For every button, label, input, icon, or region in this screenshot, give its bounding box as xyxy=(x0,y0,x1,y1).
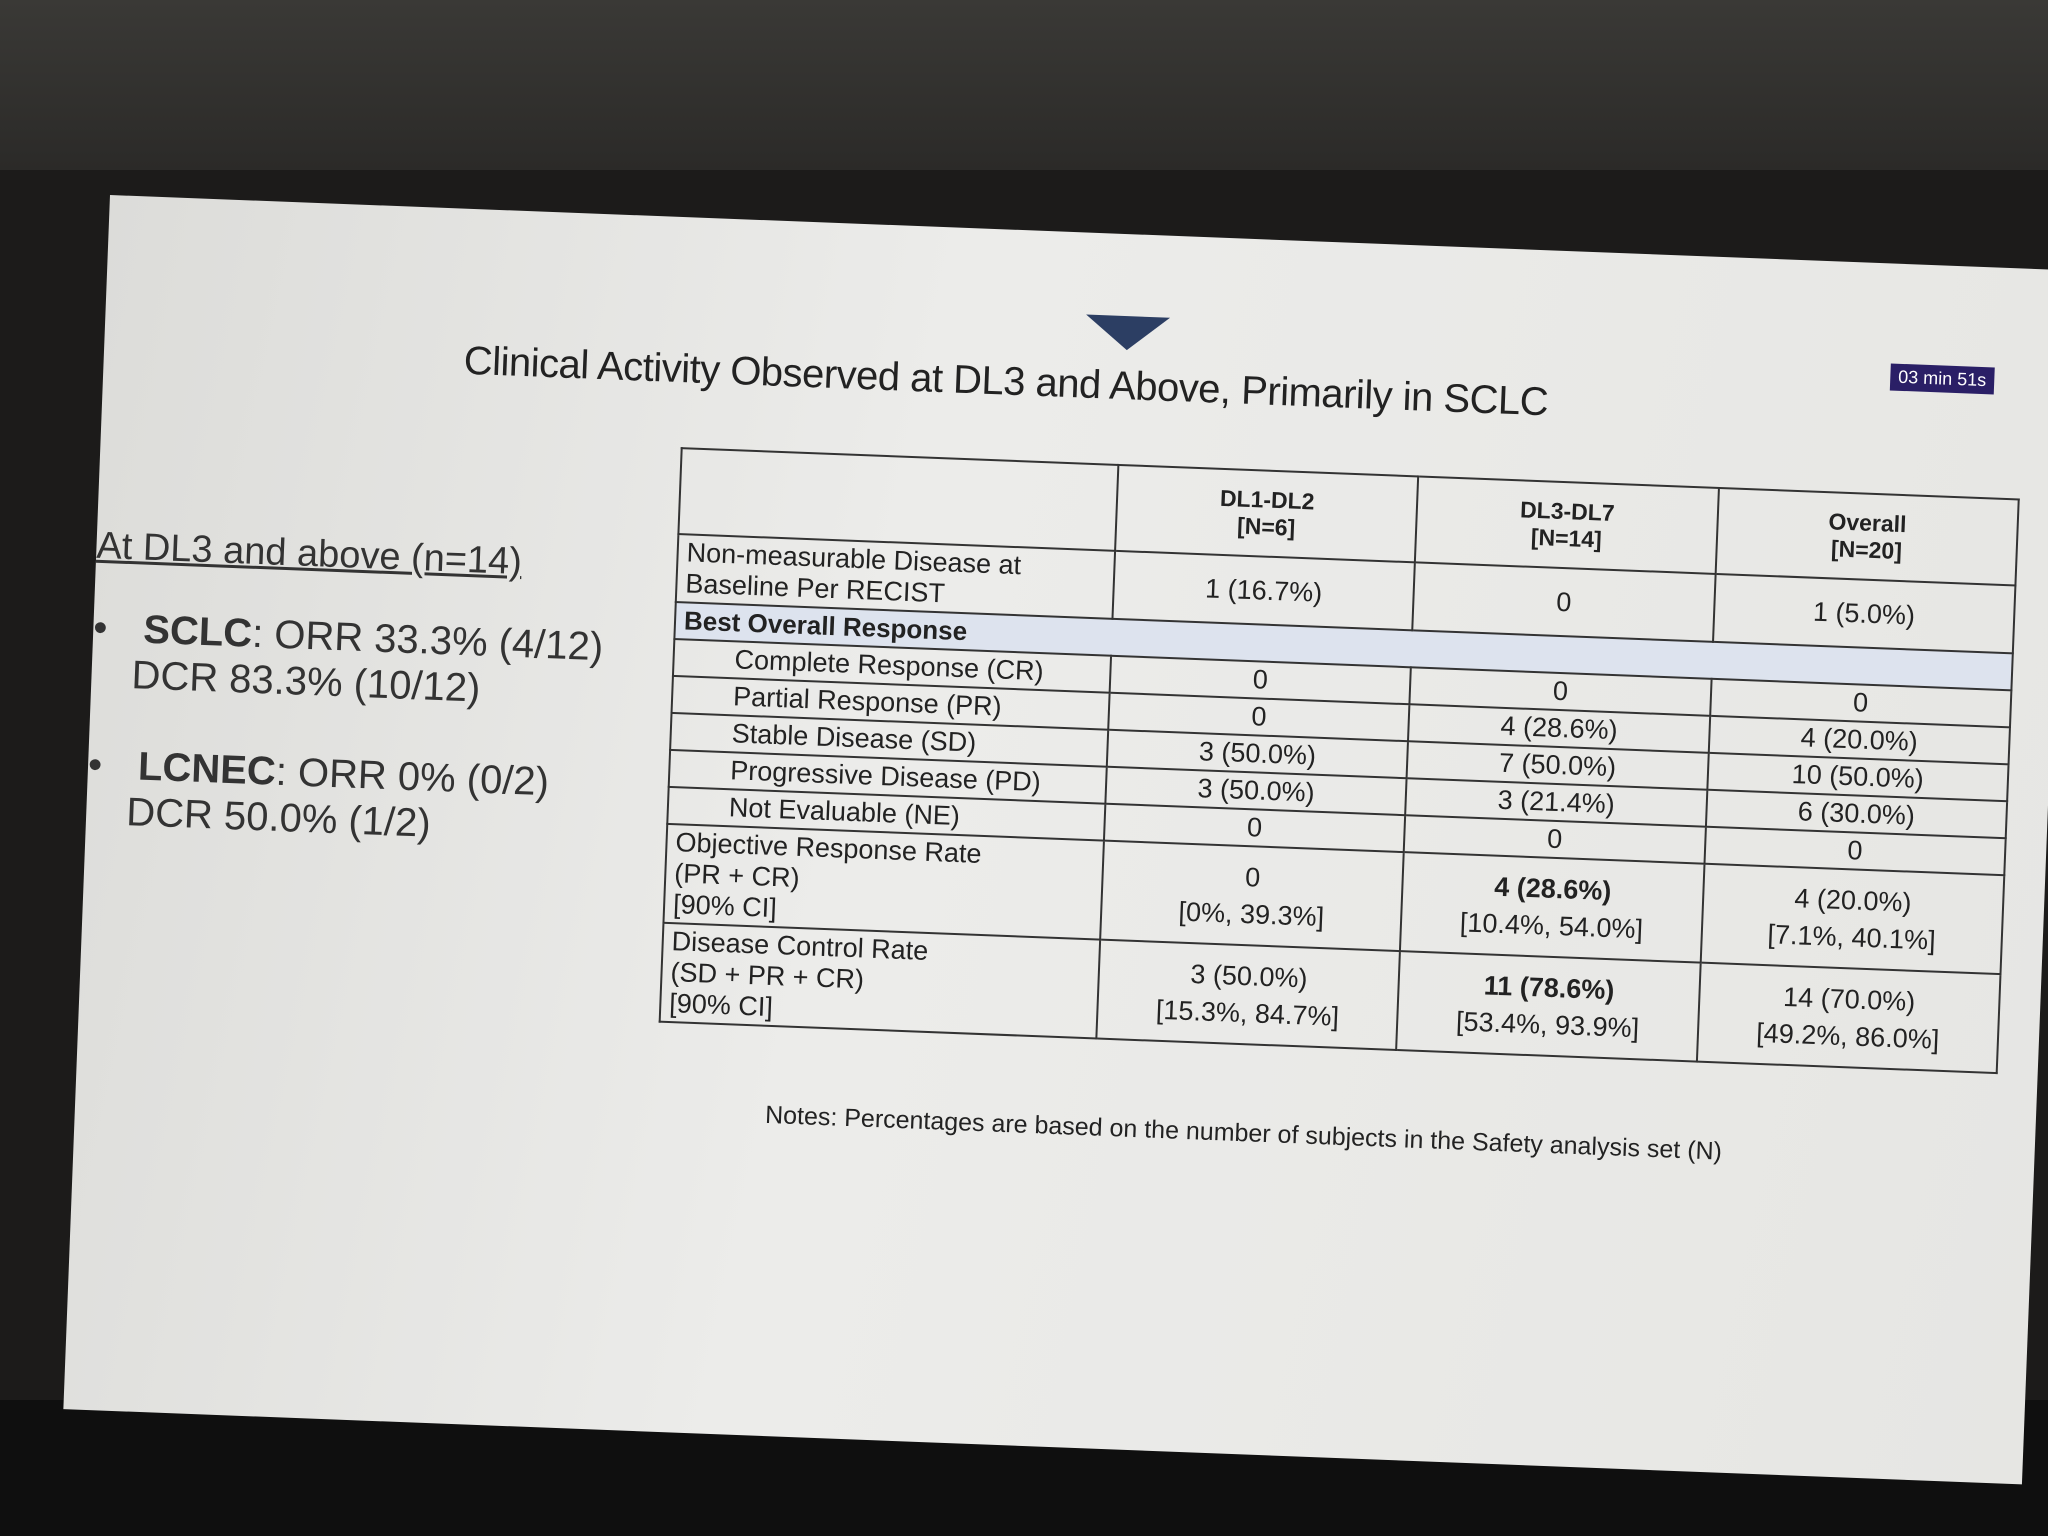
value-cell: 4 (20.0%) [7.1%, 40.1%] xyxy=(1700,863,2005,975)
bullet-label: LCNEC xyxy=(137,744,277,794)
column-header: Overall [N=20] xyxy=(1715,487,2019,586)
cell-line: [53.4%, 93.9%] xyxy=(1455,1005,1640,1043)
cell-line: 4 (20.0%) xyxy=(1793,882,1913,918)
cell-line: 14 (70.0%) xyxy=(1782,981,1916,1017)
corner-cell xyxy=(678,448,1119,551)
column-header: DL3-DL7 [N=14] xyxy=(1415,476,1719,574)
value-cell: 0 [0%, 39.3%] xyxy=(1100,840,1404,952)
cell-line: 4 (28.6%) xyxy=(1493,871,1612,906)
timer: 03 min 51s xyxy=(1889,363,1995,395)
value-cell: 4 (28.6%) [10.4%, 54.0%] xyxy=(1400,852,1705,963)
cell-line: 3 (50.0%) xyxy=(1189,958,1309,994)
bullet-list: SCLC: ORR 33.3% (4/12)DCR 83.3% (10/12) L… xyxy=(84,605,604,898)
cell-line: 11 (78.6%) xyxy=(1483,969,1615,1005)
decor-triangle xyxy=(1084,314,1171,352)
value-cell: 14 (70.0%) [49.2%, 86.0%] xyxy=(1696,962,2001,1074)
row-label: Objective Response Rate (PR + CR) [90% CI] xyxy=(663,823,1104,940)
row-label: Disease Control Rate (SD + PR + CR) [90% C… xyxy=(659,922,1101,1039)
value-cell: 11 (78.6%) [53.4%, 93.9%] xyxy=(1396,951,1701,1062)
slide-title: Clinical Activity Observed at DL3 and Ab… xyxy=(463,338,1549,425)
slide: Clinical Activity Observed at DL3 and Ab… xyxy=(63,195,2048,1485)
bullet-label: SCLC xyxy=(142,607,253,656)
cell-line: 0 xyxy=(1244,861,1261,893)
value-cell: 3 (50.0%) [15.3%, 84.7%] xyxy=(1096,939,1401,1051)
column-header: DL1-DL2 [N=6] xyxy=(1115,464,1419,563)
cell-line: [10.4%, 54.0%] xyxy=(1459,906,1644,944)
left-heading: At DL3 and above (n=14) xyxy=(95,524,523,584)
notes: Notes: Percentages are based on the numb… xyxy=(764,1100,1723,1166)
cell-line: [49.2%, 86.0%] xyxy=(1755,1017,1940,1055)
cell-line: 1 (16.7%) xyxy=(1204,572,1323,608)
bullet: SCLC: ORR 33.3% (4/12)DCR 83.3% (10/12) xyxy=(91,605,604,717)
cell-line: [15.3%, 84.7%] xyxy=(1155,994,1340,1032)
value-cell: 0 xyxy=(1412,562,1716,642)
ceiling xyxy=(0,0,2048,170)
cell-line: [7.1%, 40.1%] xyxy=(1767,918,1937,956)
value-cell: 1 (5.0%) xyxy=(1712,573,2016,654)
value-cell: 1 (16.7%) xyxy=(1112,550,1416,631)
results-table: DL1-DL2 [N=6] DL3-DL7 [N=14] Overall [N=20] No… xyxy=(659,447,2020,1074)
cell-line: 1 (5.0%) xyxy=(1812,596,1916,631)
bullet: LCNEC: ORR 0% (0/2)DCR 50.0% (1/2) xyxy=(85,742,598,854)
cell-line: 0 xyxy=(1555,586,1572,617)
cell-line: [0%, 39.3%] xyxy=(1178,896,1325,932)
